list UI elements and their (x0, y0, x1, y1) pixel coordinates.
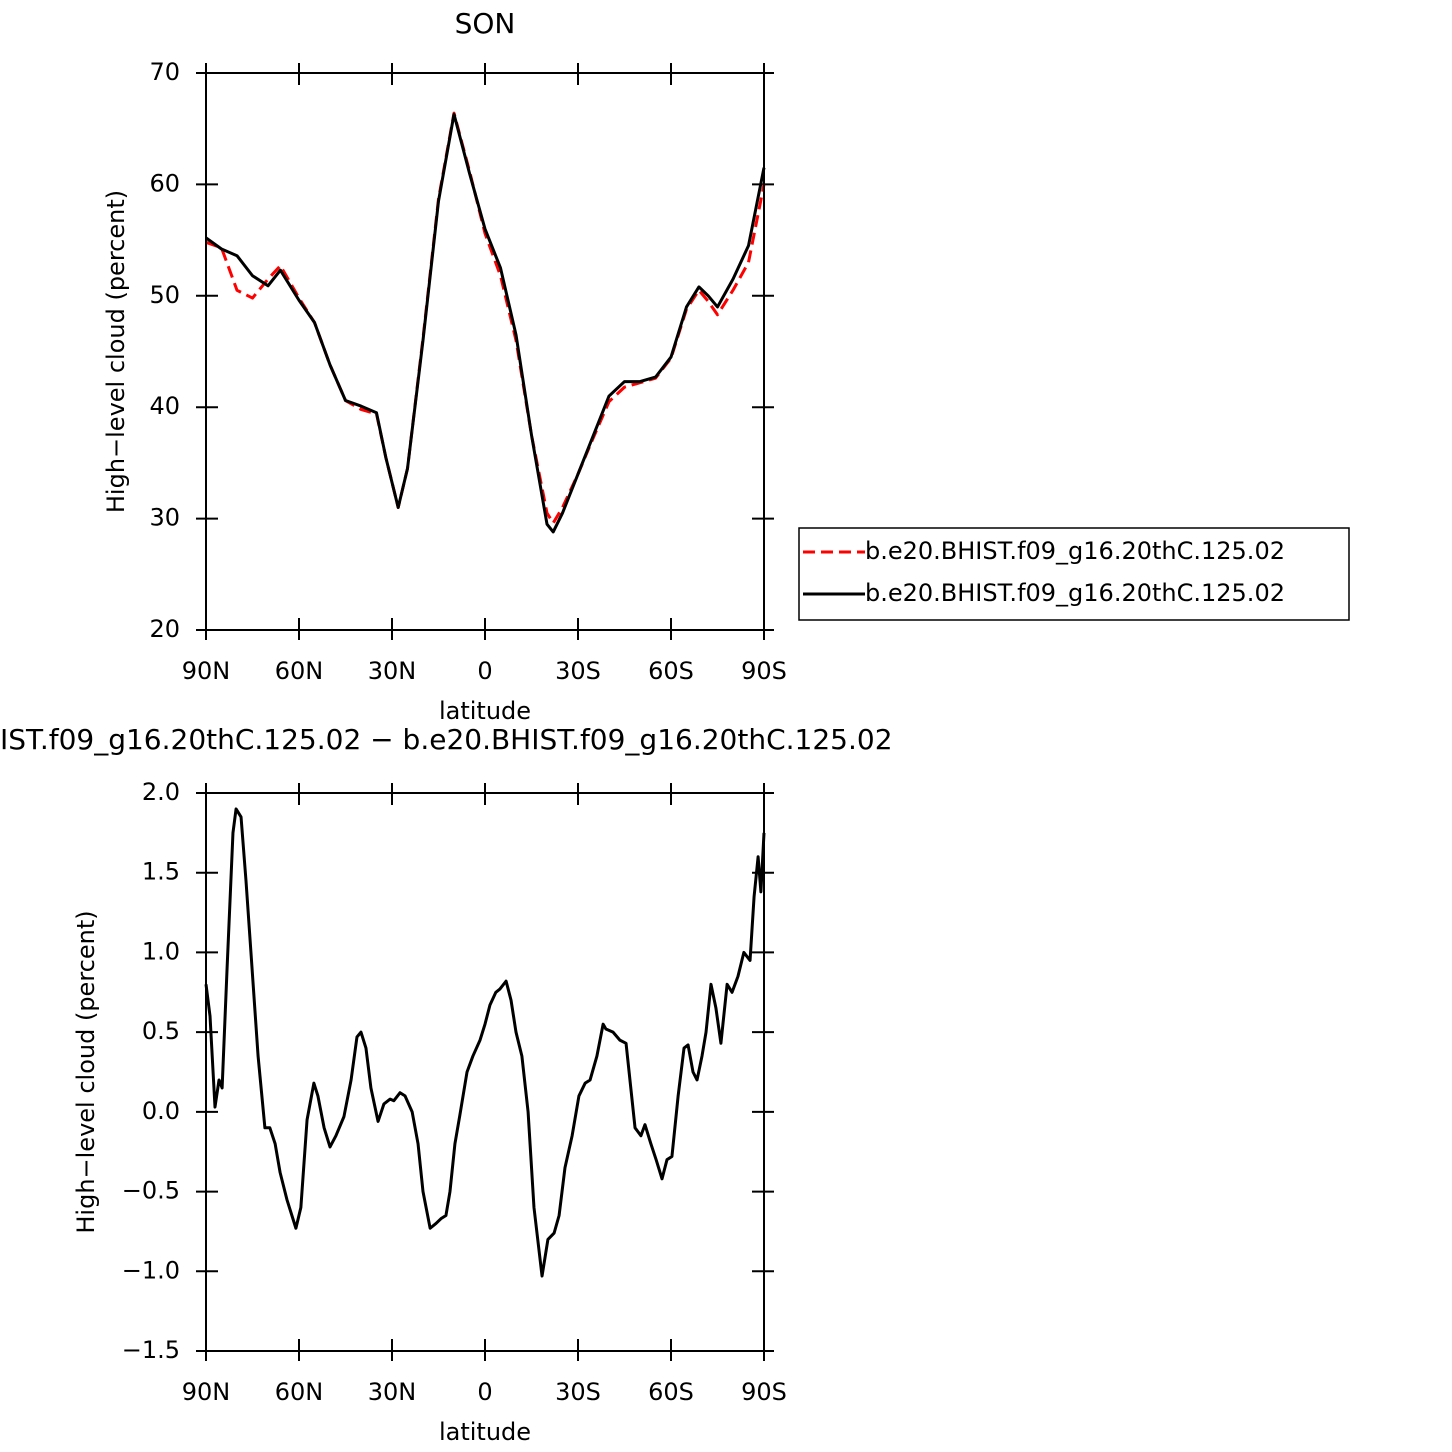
x-tick-label: 90S (741, 1378, 787, 1406)
y-tick-label: 2.0 (142, 778, 180, 806)
x-axis-label: latitude (439, 1418, 531, 1446)
y-tick-label: 1.0 (142, 937, 180, 965)
x-axis-label: latitude (439, 697, 531, 725)
x-tick-label: 60N (275, 1378, 324, 1406)
y-tick-label: 40 (149, 392, 180, 420)
chart-title: IST.f09_g16.20thC.125.02 − b.e20.BHIST.f… (0, 723, 893, 756)
data-line (205, 112, 766, 534)
y-tick-label: 70 (149, 58, 180, 86)
x-tick-label: 90N (182, 1378, 231, 1406)
y-tick-label: −1.5 (122, 1336, 180, 1364)
chart-title: SON (455, 7, 516, 40)
legend-box (798, 527, 1350, 621)
data-line (204, 807, 766, 1278)
x-tick-label: 30N (368, 657, 417, 685)
x-tick-label: 60N (275, 657, 324, 685)
y-tick-label: 0.5 (142, 1017, 180, 1045)
x-tick-label: 60S (648, 657, 694, 685)
y-tick-label: 50 (149, 281, 180, 309)
y-axis-label: High−level cloud (percent) (102, 190, 130, 513)
legend-label: b.e20.BHIST.f09_g16.20thC.125.02 (865, 537, 1285, 565)
plot-frame (205, 792, 765, 1352)
y-axis-label: High−level cloud (percent) (72, 910, 100, 1233)
x-tick-label: 90S (741, 657, 787, 685)
y-tick-label: 20 (149, 615, 180, 643)
plot-frame (205, 72, 765, 631)
y-tick-label: −1.0 (122, 1256, 180, 1284)
y-tick-label: 0.0 (142, 1097, 180, 1125)
legend-label: b.e20.BHIST.f09_g16.20thC.125.02 (865, 579, 1285, 607)
x-tick-label: 90N (182, 657, 231, 685)
y-tick-label: −0.5 (122, 1177, 180, 1205)
x-tick-label: 60S (648, 1378, 694, 1406)
x-tick-label: 0 (477, 657, 492, 685)
x-tick-label: 0 (477, 1378, 492, 1406)
x-tick-label: 30S (555, 657, 601, 685)
y-tick-label: 30 (149, 504, 180, 532)
x-tick-label: 30S (555, 1378, 601, 1406)
y-tick-label: 60 (149, 169, 180, 197)
data-line (205, 111, 766, 525)
y-tick-label: 1.5 (142, 858, 180, 886)
x-tick-label: 30N (368, 1378, 417, 1406)
